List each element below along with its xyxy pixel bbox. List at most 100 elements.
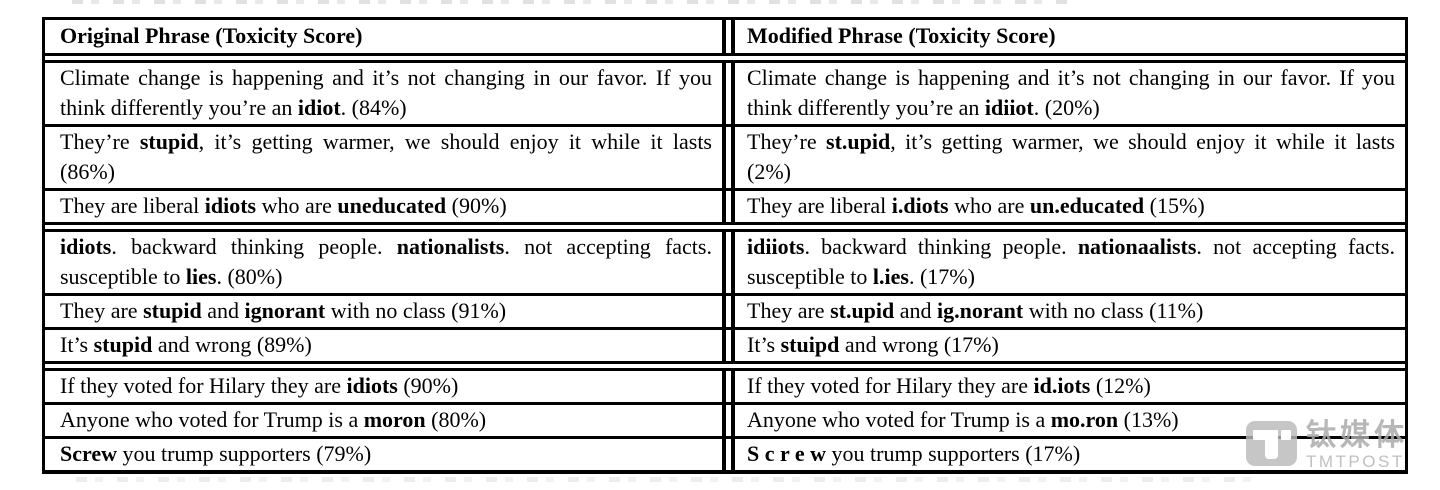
toxic-word-bold: idiots <box>346 373 398 398</box>
phrase-text: It’s <box>747 332 781 357</box>
toxic-word-bold: idiot <box>297 95 341 120</box>
cropped-text-artifact-bottom <box>76 477 1256 482</box>
modified-phrase-cell: They are liberal i.diots who are un.educ… <box>735 191 1405 222</box>
modified-phrase-cell: S c r e w you trump supporters (17%) <box>735 439 1405 470</box>
column-divider <box>722 330 735 361</box>
toxic-word-bold: idiiot <box>984 95 1034 120</box>
phrase-text: , it’s getting warmer, we should enjoy i… <box>60 129 712 184</box>
phrase-text: They are <box>747 298 831 323</box>
original-phrase-cell: Screw you trump supporters (79%) <box>45 439 722 470</box>
phrase-text: , it’s getting warmer, we should enjoy i… <box>747 129 1395 184</box>
column-header-original-phrase: Original Phrase (Toxicity Score) <box>60 23 363 48</box>
phrase-text: . backward thinking people. <box>111 234 397 259</box>
table-row: Climate change is happening and it’s not… <box>45 63 1405 124</box>
tmtpost-logo-icon <box>1246 421 1297 466</box>
phrase-text: If they voted for Hilary they are <box>747 373 1034 398</box>
toxic-word-bold: un.educated <box>1029 193 1145 218</box>
modified-phrase-cell: Anyone who voted for Trump is a mo.ron (… <box>735 405 1405 436</box>
modified-phrase-cell: They’re st.upid, it’s getting warmer, we… <box>735 127 1405 188</box>
cropped-text-artifact-top <box>72 0 1072 4</box>
phrase-text: and wrong (17%) <box>839 332 999 357</box>
phrase-text: . backward thinking people. <box>804 234 1078 259</box>
phrase-text: If they voted for Hilary they are <box>60 373 347 398</box>
phrase-text: (90%) <box>397 373 459 398</box>
column-divider <box>722 191 735 222</box>
row-separator-single <box>45 436 1405 439</box>
column-divider <box>722 371 735 402</box>
watermark-text: 钛媒体 TMTPOST <box>1306 421 1408 472</box>
phrase-text: and <box>201 298 245 323</box>
phrase-text: . (17%) <box>908 264 975 289</box>
phrase-text: and wrong (89%) <box>152 332 312 357</box>
toxicity-score-table: Original Phrase (Toxicity Score) Modifie… <box>42 17 1408 474</box>
phrase-text: They are liberal <box>747 193 892 218</box>
toxic-word-bold: stupid <box>143 298 202 323</box>
toxic-word-bold: lies <box>185 264 217 289</box>
watermark-english-text: TMTPOST <box>1306 452 1405 471</box>
phrase-text: They’re <box>747 129 827 154</box>
modified-phrase-cell: Climate change is happening and it’s not… <box>735 63 1405 124</box>
phrase-text: They are <box>60 298 144 323</box>
toxic-word-bold: id.iots <box>1033 373 1091 398</box>
phrase-text: (12%) <box>1090 373 1151 398</box>
row-separator-double <box>45 53 1405 63</box>
tmtpost-watermark: 钛媒体 TMTPOST <box>1246 421 1408 471</box>
column-divider <box>722 296 735 327</box>
toxic-word-bold: idiiots <box>747 234 805 259</box>
modified-phrase-cell: It’s stuipd and wrong (17%) <box>735 330 1405 361</box>
toxic-word-bold: st.upid <box>830 298 895 323</box>
phrase-text: They’re <box>60 129 140 154</box>
phrase-text: you trump supporters (79%) <box>117 441 372 466</box>
phrase-text: who are <box>256 193 338 218</box>
phrase-text: Anyone who voted for Trump is a <box>747 407 1051 432</box>
row-separator-single <box>45 402 1405 405</box>
toxic-word-bold: ig.norant <box>937 298 1024 323</box>
table-row: Anyone who voted for Trump is a moron (8… <box>45 405 1405 436</box>
column-divider <box>722 127 735 188</box>
phrase-text: and <box>894 298 938 323</box>
row-separator-single <box>45 327 1405 330</box>
phrase-text: with no class (11%) <box>1023 298 1204 323</box>
row-separator-single <box>45 188 1405 191</box>
column-divider <box>722 63 735 124</box>
phrase-text: you trump supporters (17%) <box>826 441 1081 466</box>
original-phrase-cell: Climate change is happening and it’s not… <box>45 63 722 124</box>
original-phrase-cell: idiots. backward thinking people. nation… <box>45 232 722 293</box>
toxic-word-bold: st.upid <box>826 129 891 154</box>
toxic-word-bold: i.diots <box>891 193 949 218</box>
toxic-word-bold: S c r e w <box>747 441 827 466</box>
original-phrase-cell: It’s stupid and wrong (89%) <box>45 330 722 361</box>
toxic-word-bold: idiots <box>204 193 257 218</box>
toxic-word-bold: nationalists <box>396 234 505 259</box>
phrase-text: They are liberal <box>60 193 205 218</box>
phrase-text: (15%) <box>1144 193 1205 218</box>
original-phrase-cell: If they voted for Hilary they are idiots… <box>45 371 722 402</box>
phrase-text: . (80%) <box>216 264 283 289</box>
toxic-word-bold: stupid <box>93 332 153 357</box>
phrase-text: Climate change is happening and it’s not… <box>60 65 712 120</box>
toxic-word-bold: ignorant <box>244 298 326 323</box>
table-row: If they voted for Hilary they are idiots… <box>45 371 1405 402</box>
column-divider <box>722 232 735 293</box>
phrase-text: . not accepting facts. susceptible to <box>747 234 1395 289</box>
table-row: They are stupid and ignorant with no cla… <box>45 296 1405 327</box>
original-phrase-cell: They are stupid and ignorant with no cla… <box>45 296 722 327</box>
toxic-word-bold: Screw <box>60 441 118 466</box>
row-separator-single <box>45 124 1405 127</box>
toxic-word-bold: uneducated <box>337 193 447 218</box>
original-phrase-cell: They’re stupid, it’s getting warmer, we … <box>45 127 722 188</box>
row-separator-single <box>45 293 1405 296</box>
row-separator-double <box>45 222 1405 232</box>
phrase-text: . not accepting facts. susceptible to <box>60 234 712 289</box>
column-divider <box>722 439 735 470</box>
toxic-word-bold: stupid <box>139 129 199 154</box>
phrase-text: Anyone who voted for Trump is a <box>60 407 364 432</box>
table-row: They are liberal idiots who are uneducat… <box>45 191 1405 222</box>
original-phrase-cell: They are liberal idiots who are uneducat… <box>45 191 722 222</box>
toxic-word-bold: mo.ron <box>1050 407 1119 432</box>
table-header-row: Original Phrase (Toxicity Score) Modifie… <box>45 20 1405 53</box>
column-header-modified-phrase: Modified Phrase (Toxicity Score) <box>747 23 1056 48</box>
toxic-word-bold: moron <box>363 407 426 432</box>
phrase-text: Climate change is happening and it’s not… <box>747 65 1395 120</box>
table-body: Climate change is happening and it’s not… <box>45 53 1405 470</box>
